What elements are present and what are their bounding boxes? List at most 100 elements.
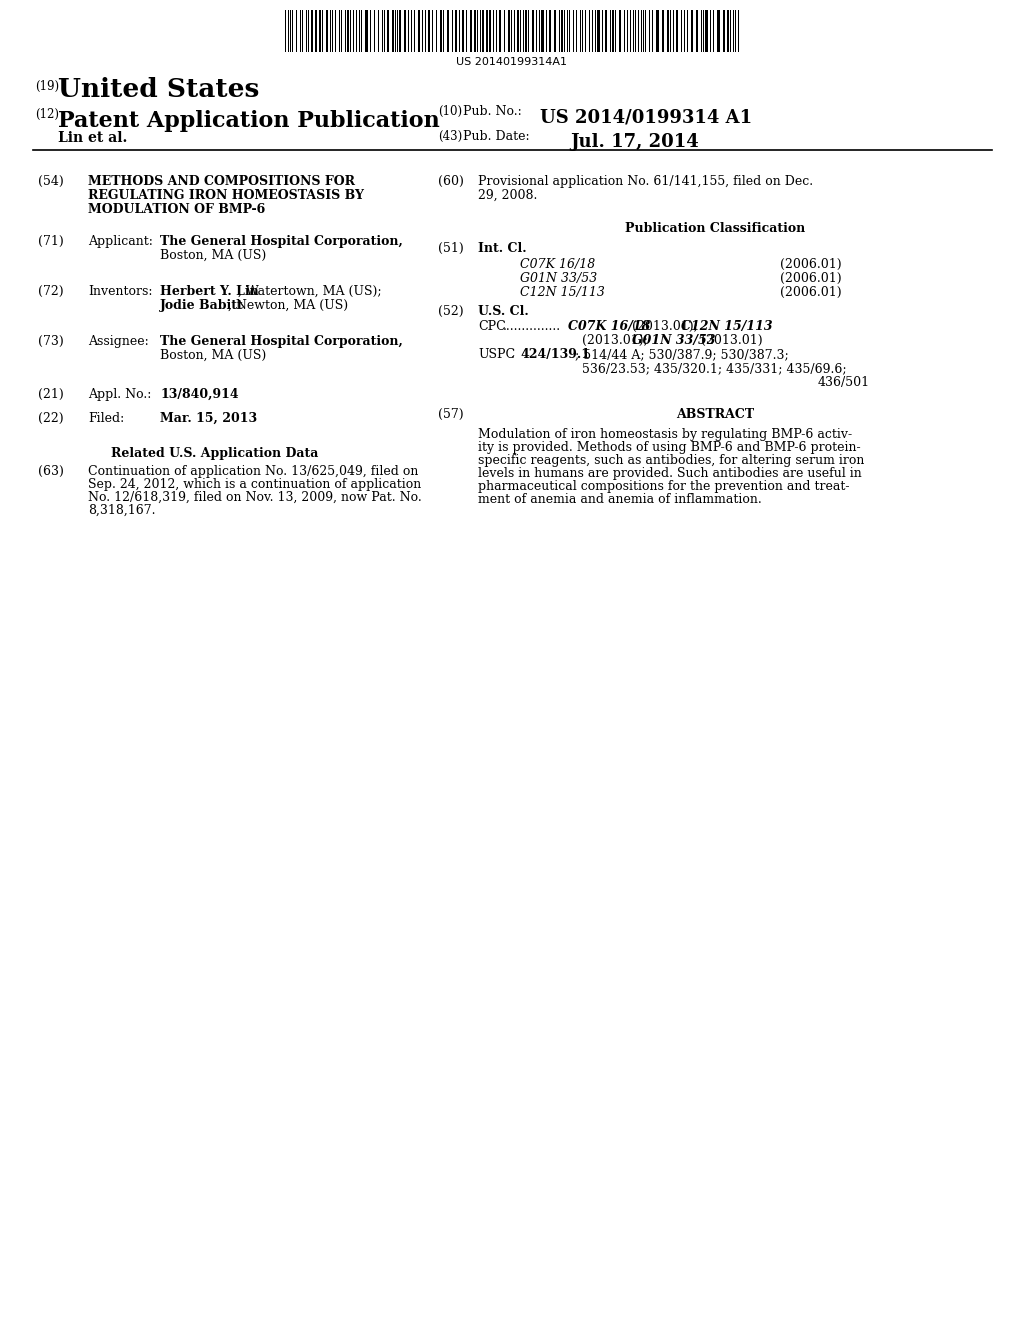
Text: U.S. Cl.: U.S. Cl. bbox=[478, 305, 528, 318]
Bar bbox=[508, 11, 510, 51]
Text: G01N 33/53: G01N 33/53 bbox=[520, 272, 597, 285]
Text: Boston, MA (US): Boston, MA (US) bbox=[160, 249, 266, 261]
Text: (19): (19) bbox=[35, 81, 59, 92]
Text: Related U.S. Application Data: Related U.S. Application Data bbox=[112, 447, 318, 459]
Bar bbox=[691, 11, 693, 51]
Text: (2013.01);: (2013.01); bbox=[582, 334, 652, 347]
Bar bbox=[605, 11, 607, 51]
Text: levels in humans are provided. Such antibodies are useful in: levels in humans are provided. Such anti… bbox=[478, 467, 862, 480]
Text: C12N 15/113: C12N 15/113 bbox=[681, 319, 773, 333]
Bar bbox=[482, 11, 484, 51]
Bar bbox=[525, 11, 527, 51]
Text: Pub. No.:: Pub. No.: bbox=[463, 106, 522, 117]
Text: Inventors:: Inventors: bbox=[88, 285, 153, 298]
Text: The General Hospital Corporation,: The General Hospital Corporation, bbox=[160, 235, 402, 248]
Bar bbox=[387, 11, 389, 51]
Text: (54): (54) bbox=[38, 176, 63, 187]
Text: ABSTRACT: ABSTRACT bbox=[676, 408, 754, 421]
Bar bbox=[717, 11, 720, 51]
Text: pharmaceutical compositions for the prevention and treat-: pharmaceutical compositions for the prev… bbox=[478, 480, 850, 492]
Bar bbox=[418, 11, 420, 51]
Bar bbox=[462, 11, 464, 51]
Bar bbox=[618, 11, 621, 51]
Text: 13/840,914: 13/840,914 bbox=[160, 388, 239, 401]
Text: Int. Cl.: Int. Cl. bbox=[478, 242, 526, 255]
Text: MODULATION OF BMP-6: MODULATION OF BMP-6 bbox=[88, 203, 265, 216]
Bar bbox=[541, 11, 544, 51]
Text: Herbert Y. Lin: Herbert Y. Lin bbox=[160, 285, 259, 298]
Text: 436/501: 436/501 bbox=[818, 376, 870, 389]
Text: G01N 33/53: G01N 33/53 bbox=[632, 334, 716, 347]
Text: (2006.01): (2006.01) bbox=[780, 286, 842, 300]
Text: Sep. 24, 2012, which is a continuation of application: Sep. 24, 2012, which is a continuation o… bbox=[88, 478, 421, 491]
Bar bbox=[612, 11, 614, 51]
Bar bbox=[676, 11, 678, 51]
Text: (2013.01);: (2013.01); bbox=[628, 319, 701, 333]
Bar bbox=[319, 11, 321, 51]
Bar bbox=[455, 11, 457, 51]
Bar bbox=[474, 11, 476, 51]
Text: Jodie Babitt: Jodie Babitt bbox=[160, 300, 244, 312]
Bar bbox=[440, 11, 442, 51]
Bar bbox=[447, 11, 449, 51]
Bar bbox=[470, 11, 472, 51]
Text: USPC: USPC bbox=[478, 348, 515, 360]
Text: ; 514/44 A; 530/387.9; 530/387.3;: ; 514/44 A; 530/387.9; 530/387.3; bbox=[575, 348, 788, 360]
Bar bbox=[597, 11, 600, 51]
Text: Jul. 17, 2014: Jul. 17, 2014 bbox=[570, 133, 698, 150]
Bar bbox=[392, 11, 394, 51]
Bar bbox=[549, 11, 551, 51]
Text: (43): (43) bbox=[438, 129, 462, 143]
Text: No. 12/618,319, filed on Nov. 13, 2009, now Pat. No.: No. 12/618,319, filed on Nov. 13, 2009, … bbox=[88, 491, 422, 504]
Text: 8,318,167.: 8,318,167. bbox=[88, 504, 156, 517]
Text: 424/139.1: 424/139.1 bbox=[520, 348, 590, 360]
Text: Lin et al.: Lin et al. bbox=[58, 131, 127, 145]
Bar bbox=[656, 11, 659, 51]
Text: CPC: CPC bbox=[478, 319, 506, 333]
Bar bbox=[311, 11, 313, 51]
Text: C12N 15/113: C12N 15/113 bbox=[520, 286, 605, 300]
Text: (21): (21) bbox=[38, 388, 63, 401]
Bar bbox=[554, 11, 556, 51]
Text: REGULATING IRON HOMEOSTASIS BY: REGULATING IRON HOMEOSTASIS BY bbox=[88, 189, 364, 202]
Text: , Newton, MA (US): , Newton, MA (US) bbox=[228, 300, 348, 312]
Bar bbox=[489, 11, 490, 51]
Text: 536/23.53; 435/320.1; 435/331; 435/69.6;: 536/23.53; 435/320.1; 435/331; 435/69.6; bbox=[582, 362, 847, 375]
Text: (2006.01): (2006.01) bbox=[780, 257, 842, 271]
Text: ment of anemia and anemia of inflammation.: ment of anemia and anemia of inflammatio… bbox=[478, 492, 762, 506]
Text: (10): (10) bbox=[438, 106, 462, 117]
Text: (52): (52) bbox=[438, 305, 464, 318]
Text: ity is provided. Methods of using BMP-6 and BMP-6 protein-: ity is provided. Methods of using BMP-6 … bbox=[478, 441, 860, 454]
Bar bbox=[326, 11, 328, 51]
Bar bbox=[428, 11, 430, 51]
Text: (22): (22) bbox=[38, 412, 63, 425]
Bar bbox=[347, 11, 349, 51]
Text: Pub. Date:: Pub. Date: bbox=[463, 129, 529, 143]
Text: Continuation of application No. 13/625,049, filed on: Continuation of application No. 13/625,0… bbox=[88, 465, 419, 478]
Text: The General Hospital Corporation,: The General Hospital Corporation, bbox=[160, 335, 402, 348]
Text: Provisional application No. 61/141,155, filed on Dec.: Provisional application No. 61/141,155, … bbox=[478, 176, 813, 187]
Text: US 2014/0199314 A1: US 2014/0199314 A1 bbox=[540, 108, 752, 125]
Text: C07K 16/18: C07K 16/18 bbox=[520, 257, 595, 271]
Text: Boston, MA (US): Boston, MA (US) bbox=[160, 348, 266, 362]
Text: (73): (73) bbox=[38, 335, 63, 348]
Text: (2013.01): (2013.01) bbox=[697, 334, 763, 347]
Text: , Watertown, MA (US);: , Watertown, MA (US); bbox=[238, 285, 382, 298]
Text: Assignee:: Assignee: bbox=[88, 335, 148, 348]
Text: (2006.01): (2006.01) bbox=[780, 272, 842, 285]
Text: US 20140199314A1: US 20140199314A1 bbox=[457, 57, 567, 67]
Text: METHODS AND COMPOSITIONS FOR: METHODS AND COMPOSITIONS FOR bbox=[88, 176, 355, 187]
Text: Appl. No.:: Appl. No.: bbox=[88, 388, 152, 401]
Text: (63): (63) bbox=[38, 465, 63, 478]
Text: Applicant:: Applicant: bbox=[88, 235, 153, 248]
Text: (72): (72) bbox=[38, 285, 63, 298]
Bar bbox=[532, 11, 534, 51]
Text: Modulation of iron homeostasis by regulating BMP-6 activ-: Modulation of iron homeostasis by regula… bbox=[478, 428, 852, 441]
Text: (51): (51) bbox=[438, 242, 464, 255]
Bar bbox=[667, 11, 669, 51]
Text: 29, 2008.: 29, 2008. bbox=[478, 189, 538, 202]
Bar bbox=[561, 11, 563, 51]
Text: Patent Application Publication: Patent Application Publication bbox=[58, 110, 439, 132]
Text: (12): (12) bbox=[35, 108, 59, 121]
Bar bbox=[404, 11, 406, 51]
